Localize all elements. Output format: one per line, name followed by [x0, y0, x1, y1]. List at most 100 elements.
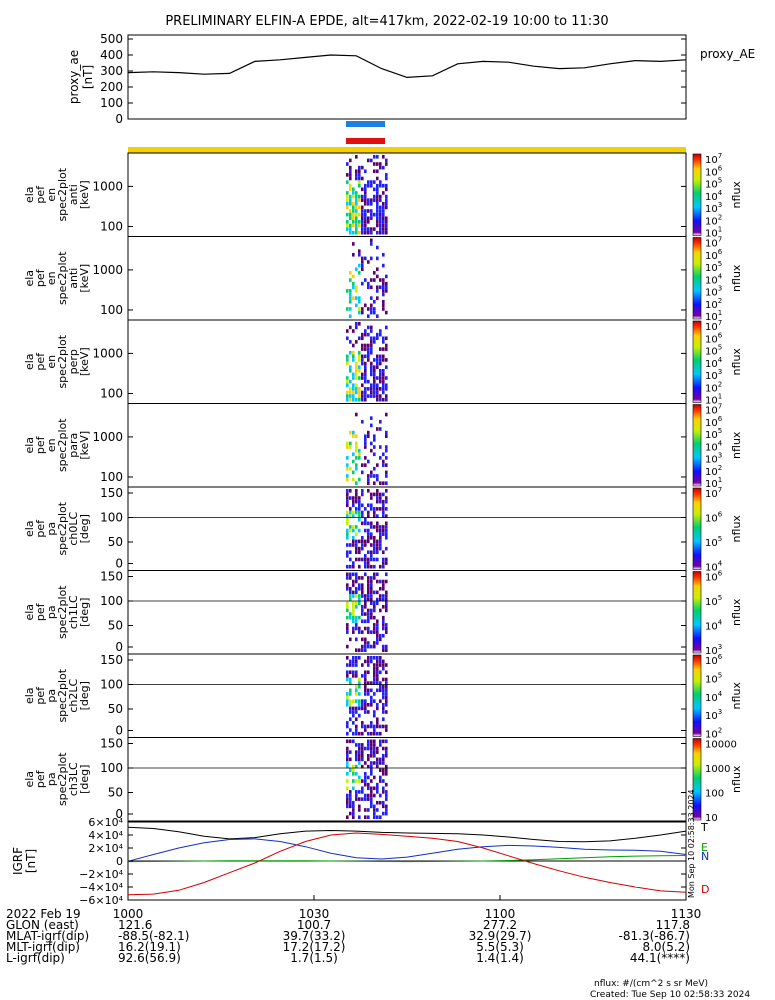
- spectrogram-cell: [346, 528, 349, 533]
- colorbar-tick-label: 10: [705, 442, 718, 453]
- spectrogram-cell: [367, 710, 370, 714]
- spectrogram-cell: [352, 590, 355, 595]
- spectrogram-cell: [355, 194, 358, 199]
- spectrogram-cell: [346, 576, 349, 580]
- spectrogram-cell: [355, 376, 358, 380]
- spectrogram-cell: [358, 557, 361, 562]
- spectrogram-cell: [346, 623, 349, 627]
- spectrogram-cell: [376, 601, 379, 606]
- spectrogram-cell: [364, 688, 367, 693]
- spectrogram-cell: [355, 361, 358, 366]
- spectrogram-cell: [385, 648, 388, 652]
- spectrogram-cell: [382, 340, 385, 344]
- spectrogram-cell: [349, 663, 352, 667]
- spectrogram-cell: [373, 605, 376, 609]
- y-axis-label: en: [45, 438, 58, 452]
- colorbar-tick-exponent: 3: [718, 708, 722, 716]
- spectrogram-cell: [361, 721, 364, 725]
- spectrogram-cell: [367, 557, 370, 562]
- spectrogram-cell: [382, 557, 385, 562]
- spectrogram-cell: [382, 648, 385, 652]
- spectrogram-cell: [364, 637, 367, 642]
- spectrogram-cell: [376, 786, 379, 791]
- spectrogram-cell: [382, 663, 385, 667]
- spectrogram-cell: [379, 397, 382, 402]
- colorbar: [692, 153, 702, 236]
- spectrogram-cell: [367, 746, 370, 751]
- spectrogram-cell: [385, 227, 388, 231]
- panel-frame: [127, 236, 687, 321]
- spectrogram-cell: [346, 797, 349, 801]
- spectrogram-cell: [349, 797, 352, 801]
- spectrogram-cell: [382, 619, 385, 624]
- spectrogram-cell: [379, 528, 382, 533]
- colorbar-tick-exponent: 2: [718, 380, 722, 388]
- spectrogram-cell: [379, 597, 382, 602]
- colorbar-tick-label: 10: [705, 467, 718, 478]
- spectrogram-cell: [376, 557, 379, 562]
- spectrogram-cell: [370, 448, 373, 453]
- y-axis-label: ela: [23, 687, 36, 704]
- spectrogram-cell: [349, 278, 352, 282]
- colorbar-tick-exponent: 3: [718, 368, 722, 376]
- spectrogram-cell: [349, 187, 352, 192]
- spectrogram-cell: [376, 666, 379, 671]
- spectrogram-cell: [364, 670, 367, 675]
- spectrogram-cell: [346, 630, 349, 634]
- colorbar-tick-label: 10: [705, 514, 718, 525]
- spectrogram-cell: [382, 510, 385, 515]
- spectrogram-cell: [349, 430, 352, 435]
- spectrogram-cell: [382, 659, 385, 664]
- spectrogram-cell: [358, 296, 361, 300]
- spectrogram-cell: [346, 227, 349, 231]
- spectrogram-cell: [358, 743, 361, 747]
- spectrogram-cell: [352, 383, 355, 388]
- y-axis-label: pef: [34, 769, 47, 788]
- spectrogram-cell: [358, 212, 361, 217]
- spectrogram-cell: [355, 790, 358, 794]
- spectrogram-cell: [355, 710, 358, 714]
- spectrogram-cell: [352, 358, 355, 362]
- spectrogram-cell: [346, 721, 349, 725]
- proxy-ae-line: [127, 54, 687, 79]
- spectrogram-cell: [358, 510, 361, 515]
- spectrogram-cell: [370, 336, 373, 341]
- colorbar-tick-exponent: 6: [718, 164, 723, 172]
- igrf-series-n: [127, 838, 687, 862]
- colorbar-tick-label: 10: [705, 538, 718, 549]
- spectrogram-cell: [367, 510, 370, 515]
- y-axis-label: ch3LC: [67, 762, 80, 796]
- spectrogram-cell: [379, 793, 382, 798]
- spectrogram-cell: [385, 216, 388, 221]
- spectrogram-cell: [373, 590, 376, 595]
- y-axis-label: ch2LC: [67, 679, 80, 713]
- spectrogram-cell: [385, 430, 388, 435]
- spectrogram-cell: [370, 800, 373, 805]
- proxy-ae-tick-label: 100: [100, 96, 123, 110]
- spectrogram-cell: [361, 194, 364, 199]
- spectrogram-cell: [373, 198, 376, 202]
- spectrogram-cell: [349, 299, 352, 304]
- spectrogram-cell: [364, 710, 367, 714]
- spectrogram-cell: [373, 434, 376, 439]
- colorbar-tick-label: 10: [705, 180, 718, 191]
- spectrogram-cell: [346, 543, 349, 547]
- spectrogram-cell: [382, 165, 385, 170]
- spectrogram-cell: [346, 674, 349, 678]
- spectrogram-cell: [349, 594, 352, 598]
- spectrogram-cell: [349, 804, 352, 809]
- spectrogram-cell: [349, 227, 352, 231]
- spectrogram-cell: [361, 205, 364, 210]
- spectrogram-cell: [355, 764, 358, 769]
- spectrogram-cell: [358, 528, 361, 533]
- spectrogram-cell: [346, 499, 349, 504]
- spectrogram-cell: [376, 499, 379, 504]
- spectrogram-cell: [370, 492, 373, 497]
- igrf-legend-n: N: [701, 850, 709, 863]
- spectrogram-cell: [352, 800, 355, 805]
- spectrogram-cell: [376, 514, 379, 518]
- panel-frame: [127, 570, 687, 655]
- spectrogram-cell: [373, 663, 376, 667]
- spectrogram-cell: [373, 724, 376, 729]
- spectrogram-cell: [382, 779, 385, 783]
